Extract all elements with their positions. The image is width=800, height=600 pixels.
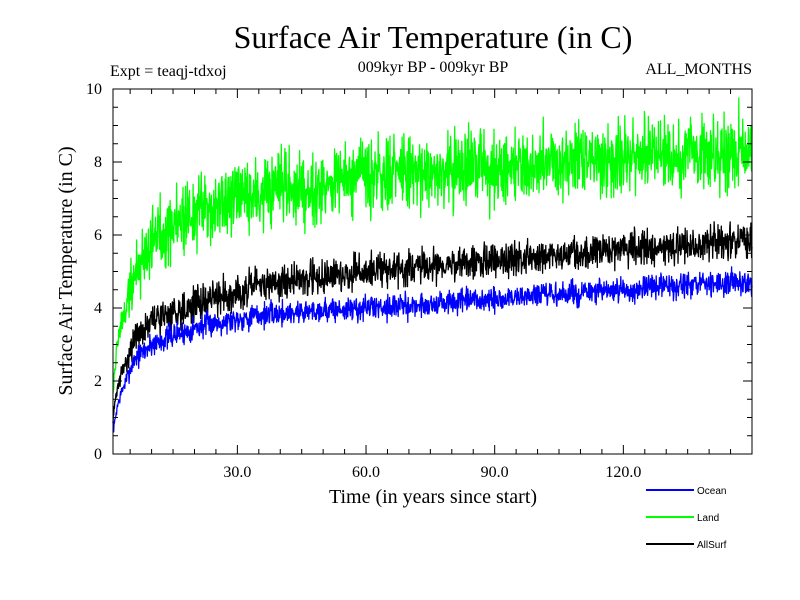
period-label: 009kyr BP - 009kyr BP bbox=[358, 59, 509, 76]
y-tick-label: 2 bbox=[94, 373, 102, 390]
plot-area bbox=[112, 97, 753, 433]
y-tick-label: 6 bbox=[94, 227, 102, 244]
x-tick-label: 60.0 bbox=[352, 464, 380, 481]
experiment-label: Expt = teaqj-tdxoj bbox=[110, 63, 227, 80]
x-tick-label: 30.0 bbox=[223, 464, 251, 481]
x-tick-label: 90.0 bbox=[481, 464, 509, 481]
legend-label-allsurf: AllSurf bbox=[697, 540, 727, 551]
months-label: ALL_MONTHS bbox=[645, 61, 752, 78]
legend-label-land: Land bbox=[697, 513, 719, 524]
legend: Ocean Land AllSurf bbox=[646, 486, 727, 551]
x-axis-label: Time (in years since start) bbox=[329, 486, 537, 508]
axes: 0 2 4 6 8 10 30.0 60.0 90.0 120.0 bbox=[86, 81, 753, 481]
series-line-land bbox=[112, 97, 753, 394]
y-tick-label: 8 bbox=[94, 154, 102, 171]
y-tick-label: 10 bbox=[86, 81, 102, 98]
y-axis-label: Surface Air Temperature (in C) bbox=[55, 146, 77, 395]
chart-title: Surface Air Temperature (in C) bbox=[234, 19, 633, 55]
y-tick-label: 4 bbox=[94, 300, 102, 317]
x-tick-label: 120.0 bbox=[605, 464, 641, 481]
series-line-ocean bbox=[112, 266, 753, 433]
legend-label-ocean: Ocean bbox=[697, 486, 726, 497]
series-line-allsurf bbox=[112, 221, 753, 424]
y-tick-label: 0 bbox=[94, 446, 102, 463]
